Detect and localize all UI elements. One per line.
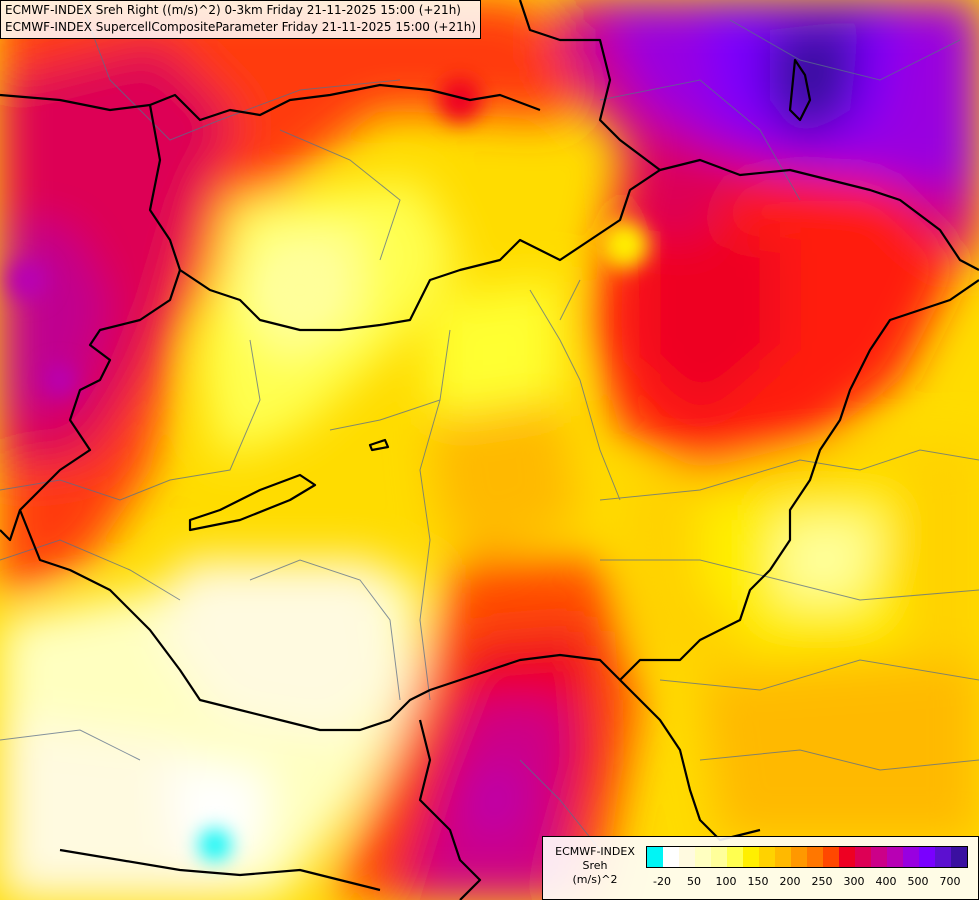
legend-swatch [759, 847, 775, 867]
legend-color-scale [646, 846, 968, 868]
legend-swatch [711, 847, 727, 867]
legend-tick-label: 200 [779, 875, 801, 888]
legend-swatch [743, 847, 759, 867]
legend-swatch [679, 847, 695, 867]
legend-tick-label: 150 [747, 875, 769, 888]
legend-swatch [663, 847, 679, 867]
color-legend: ECMWF-INDEX Sreh (m/s)^2 -20 50 100 150 200 2… [542, 836, 979, 900]
region-borders [0, 0, 979, 851]
legend-swatch [903, 847, 919, 867]
legend-tick-label: -20 [653, 875, 671, 888]
legend-swatch [855, 847, 871, 867]
legend-swatch [791, 847, 807, 867]
legend-swatch [887, 847, 903, 867]
legend-title-line-3: (m/s)^2 [572, 873, 618, 886]
map-title-line-1: ECMWF-INDEX Sreh Right ((m/s)^2) 0-3km F… [5, 3, 461, 17]
map-title-box: ECMWF-INDEX Sreh Right ((m/s)^2) 0-3km F… [0, 0, 482, 39]
legend-tick-labels: -20 50 100 150 200 250 300 400 500 700 [646, 875, 968, 891]
legend-title: ECMWF-INDEX Sreh (m/s)^2 [547, 845, 643, 887]
legend-tick-label: 700 [939, 875, 961, 888]
legend-swatch [919, 847, 935, 867]
legend-swatch [727, 847, 743, 867]
legend-swatch [871, 847, 887, 867]
legend-swatch [839, 847, 855, 867]
legend-title-line-2: Sreh [582, 859, 608, 872]
legend-swatch [823, 847, 839, 867]
map-title-line-2: ECMWF-INDEX SupercellCompositeParameter … [5, 20, 477, 34]
legend-swatch [951, 847, 967, 867]
legend-swatch [695, 847, 711, 867]
legend-swatch [935, 847, 951, 867]
legend-swatch [807, 847, 823, 867]
legend-tick-label: 300 [843, 875, 865, 888]
legend-title-line-1: ECMWF-INDEX [555, 845, 635, 858]
legend-tick-label: 250 [811, 875, 833, 888]
legend-tick-label: 500 [907, 875, 929, 888]
legend-tick-label: 50 [687, 875, 701, 888]
legend-swatch [775, 847, 791, 867]
legend-swatch [647, 847, 663, 867]
legend-tick-label: 400 [875, 875, 897, 888]
legend-tick-label: 100 [715, 875, 737, 888]
